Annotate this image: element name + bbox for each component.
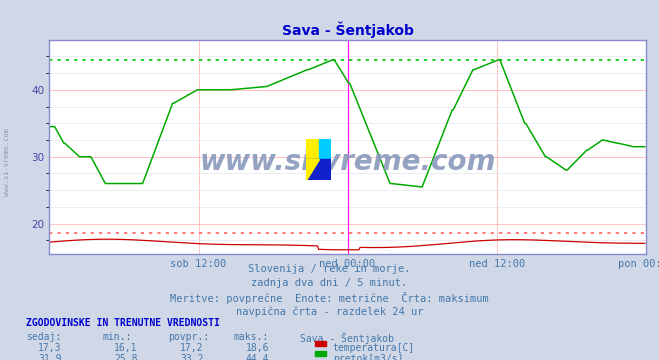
Text: sedaj:: sedaj: (26, 332, 61, 342)
Text: 18,6: 18,6 (246, 343, 270, 354)
Text: www.si-vreme.com: www.si-vreme.com (200, 148, 496, 176)
Text: Sava - Šentjakob: Sava - Šentjakob (300, 332, 394, 344)
Text: maks.:: maks.: (234, 332, 269, 342)
Text: 44,4: 44,4 (246, 354, 270, 360)
Text: min.:: min.: (102, 332, 132, 342)
Polygon shape (306, 159, 319, 180)
Text: navpična črta - razdelek 24 ur: navpična črta - razdelek 24 ur (236, 307, 423, 317)
Bar (319, 139, 331, 159)
Text: 33,2: 33,2 (180, 354, 204, 360)
Text: ZGODOVINSKE IN TRENUTNE VREDNOSTI: ZGODOVINSKE IN TRENUTNE VREDNOSTI (26, 318, 220, 328)
Text: pretok[m3/s]: pretok[m3/s] (333, 354, 403, 360)
Text: zadnja dva dni / 5 minut.: zadnja dva dni / 5 minut. (251, 278, 408, 288)
Text: povpr.:: povpr.: (168, 332, 209, 342)
Title: Sava - Šentjakob: Sava - Šentjakob (281, 22, 414, 39)
Text: 17,3: 17,3 (38, 343, 62, 354)
Bar (306, 139, 319, 159)
Text: 25,8: 25,8 (114, 354, 138, 360)
Polygon shape (306, 159, 331, 180)
Text: Meritve: povprečne  Enote: metrične  Črta: maksimum: Meritve: povprečne Enote: metrične Črta:… (170, 292, 489, 304)
Text: temperatura[C]: temperatura[C] (333, 343, 415, 354)
Text: 17,2: 17,2 (180, 343, 204, 354)
Text: Slovenija / reke in morje.: Slovenija / reke in morje. (248, 264, 411, 274)
Text: www.si-vreme.com: www.si-vreme.com (3, 128, 10, 196)
Text: 16,1: 16,1 (114, 343, 138, 354)
Text: 31,9: 31,9 (38, 354, 62, 360)
